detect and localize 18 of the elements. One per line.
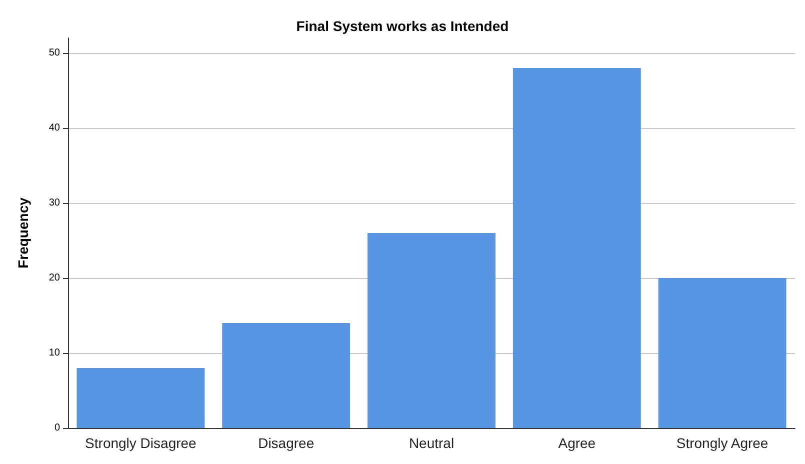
y-tick-label: 50 <box>48 48 60 58</box>
x-tick-label: Disagree <box>258 435 314 451</box>
y-tick-label: 30 <box>48 198 60 208</box>
bar <box>76 368 205 428</box>
x-tick-label: Neutral <box>408 435 454 451</box>
bar <box>368 233 496 428</box>
y-tick-label: 10 <box>48 348 60 358</box>
x-tick-label: Strongly Agree <box>676 435 768 451</box>
y-tick-label: 40 <box>48 122 60 134</box>
bar <box>512 68 641 428</box>
y-axis-title: Frequency <box>15 197 31 268</box>
bar <box>658 278 786 428</box>
chart-title: Final System works as Intended <box>296 18 509 34</box>
y-tick-label: 0 <box>54 422 60 434</box>
y-tick-label: 20 <box>48 272 60 284</box>
bar <box>222 323 350 428</box>
x-tick-label: Strongly Disagree <box>85 435 197 451</box>
x-tick-label: Agree <box>558 435 596 451</box>
